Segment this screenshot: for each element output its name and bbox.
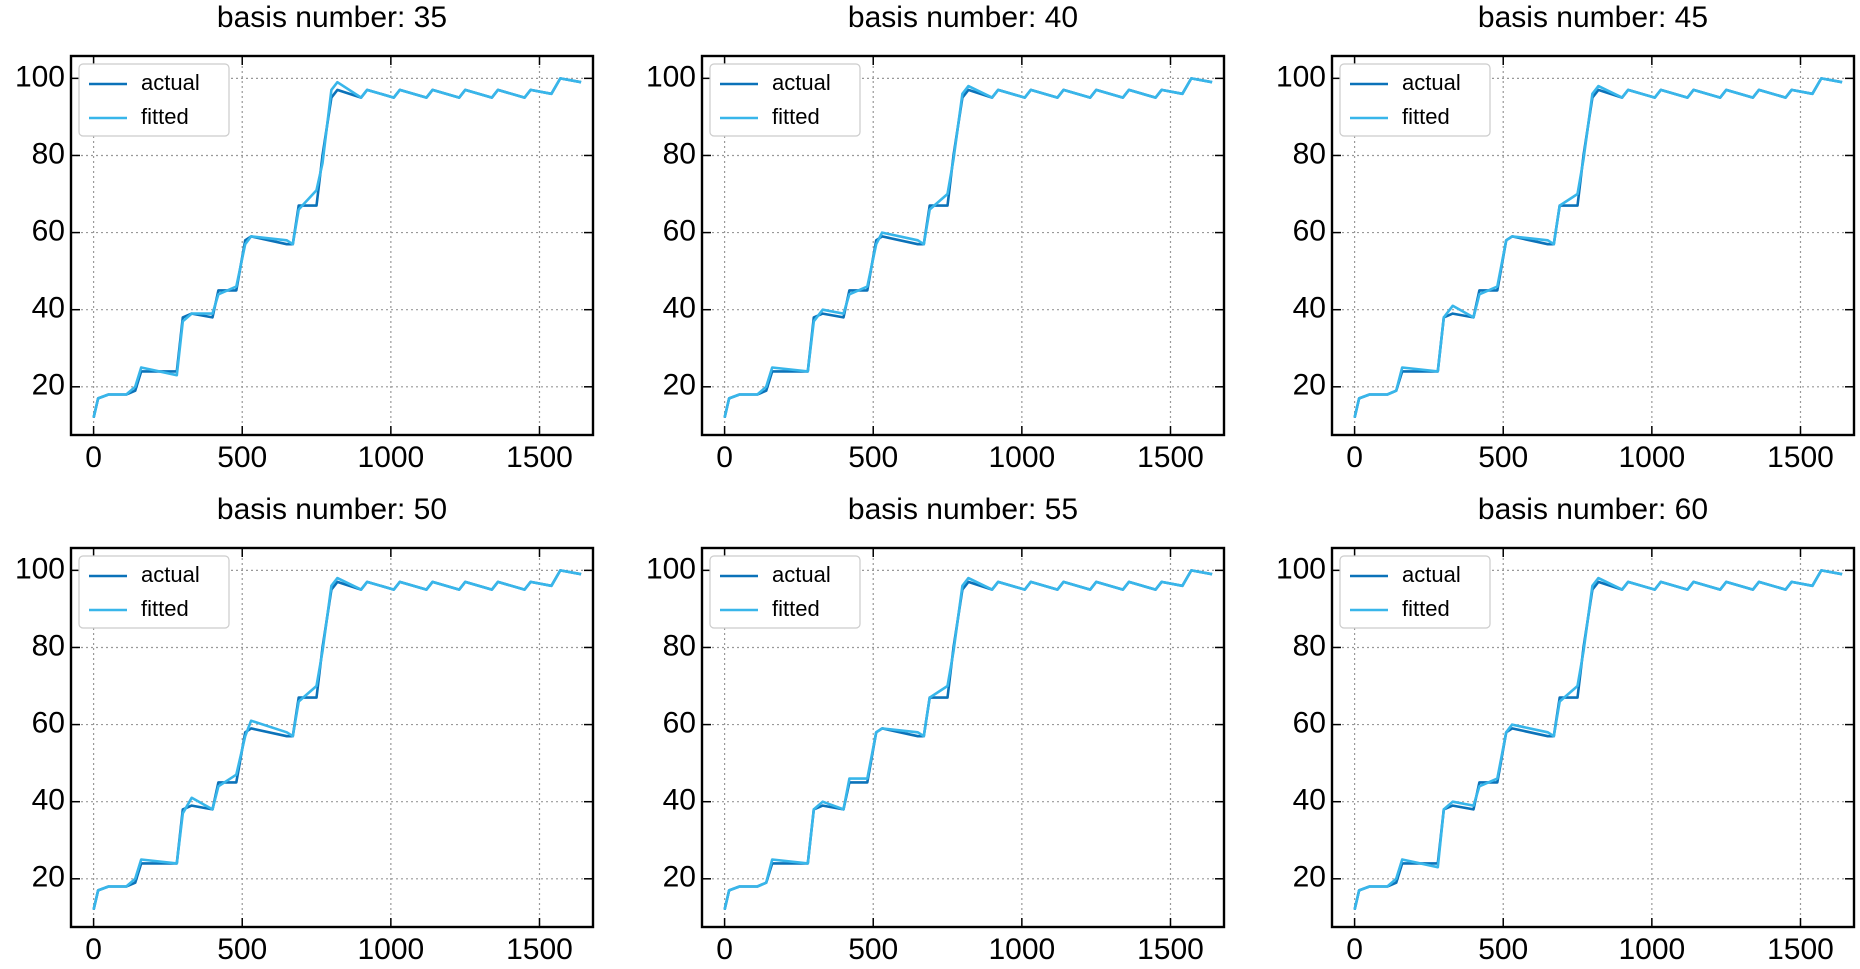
x-tick-label: 500 bbox=[217, 933, 267, 966]
x-tick-label: 500 bbox=[1478, 441, 1528, 474]
y-tick-label: 100 bbox=[1276, 552, 1326, 585]
y-tick-label: 40 bbox=[1293, 292, 1326, 325]
y-tick-label: 40 bbox=[32, 292, 65, 325]
legend-label: fitted bbox=[772, 104, 820, 129]
x-tick-label: 0 bbox=[1346, 441, 1363, 474]
x-tick-label: 500 bbox=[1478, 933, 1528, 966]
y-tick-label: 100 bbox=[646, 60, 696, 93]
x-tick-label: 1000 bbox=[357, 933, 424, 966]
x-tick-label: 0 bbox=[1346, 933, 1363, 966]
x-tick-label: 1500 bbox=[506, 933, 573, 966]
legend-label: fitted bbox=[1402, 596, 1450, 621]
plot-frame bbox=[69, 54, 595, 437]
x-tick-label: 1500 bbox=[506, 441, 573, 474]
legend-label: actual bbox=[141, 70, 200, 95]
x-tick-label: 0 bbox=[85, 933, 102, 966]
x-tick-label: 0 bbox=[716, 441, 733, 474]
y-tick-label: 60 bbox=[663, 215, 696, 248]
y-tick-label: 20 bbox=[32, 369, 65, 402]
y-tick-label: 100 bbox=[15, 60, 65, 93]
y-tick-label: 60 bbox=[1293, 215, 1326, 248]
plot-frame bbox=[1330, 54, 1856, 437]
y-tick-label: 80 bbox=[1293, 629, 1326, 662]
y-tick-label: 20 bbox=[32, 861, 65, 894]
x-tick-label: 1500 bbox=[1137, 441, 1204, 474]
y-tick-label: 40 bbox=[1293, 784, 1326, 817]
x-tick-label: 1000 bbox=[357, 441, 424, 474]
x-tick-label: 500 bbox=[848, 441, 898, 474]
y-tick-label: 40 bbox=[663, 292, 696, 325]
x-tick-label: 500 bbox=[217, 441, 267, 474]
subplot-title: basis number: 35 bbox=[217, 1, 447, 34]
legend-label: actual bbox=[1402, 562, 1461, 587]
x-tick-label: 500 bbox=[848, 933, 898, 966]
x-tick-label: 1000 bbox=[988, 933, 1055, 966]
series-line bbox=[92, 569, 582, 910]
series-line bbox=[1353, 569, 1843, 910]
x-tick-label: 1500 bbox=[1767, 441, 1834, 474]
plot-frame bbox=[69, 546, 595, 929]
x-tick-label: 1000 bbox=[1618, 933, 1685, 966]
legend-label: fitted bbox=[1402, 104, 1450, 129]
legend-label: fitted bbox=[141, 104, 189, 129]
legend-label: fitted bbox=[141, 596, 189, 621]
subplot-title: basis number: 45 bbox=[1478, 1, 1708, 34]
y-tick-label: 60 bbox=[663, 707, 696, 740]
legend-label: actual bbox=[772, 562, 831, 587]
y-tick-label: 60 bbox=[32, 707, 65, 740]
series-line bbox=[723, 77, 1213, 418]
subplot-title: basis number: 40 bbox=[848, 1, 1078, 34]
series-line bbox=[1353, 77, 1843, 418]
y-tick-label: 80 bbox=[32, 629, 65, 662]
subplot-title: basis number: 60 bbox=[1478, 493, 1708, 526]
subplot-title: basis number: 55 bbox=[848, 493, 1078, 526]
x-tick-label: 0 bbox=[716, 933, 733, 966]
y-tick-label: 20 bbox=[1293, 861, 1326, 894]
legend-label: actual bbox=[772, 70, 831, 95]
x-tick-label: 1500 bbox=[1137, 933, 1204, 966]
y-tick-label: 80 bbox=[663, 137, 696, 170]
y-tick-label: 100 bbox=[1276, 60, 1326, 93]
y-tick-label: 100 bbox=[646, 552, 696, 585]
y-tick-label: 80 bbox=[32, 137, 65, 170]
y-tick-label: 40 bbox=[663, 784, 696, 817]
plot-frame bbox=[700, 546, 1226, 929]
y-tick-label: 40 bbox=[32, 784, 65, 817]
y-tick-label: 80 bbox=[1293, 137, 1326, 170]
y-tick-label: 20 bbox=[1293, 369, 1326, 402]
series-line bbox=[92, 77, 582, 418]
y-tick-label: 20 bbox=[663, 861, 696, 894]
subplot-title: basis number: 50 bbox=[217, 493, 447, 526]
y-tick-label: 100 bbox=[15, 552, 65, 585]
x-tick-label: 0 bbox=[85, 441, 102, 474]
plot-frame bbox=[700, 54, 1226, 437]
x-tick-label: 1000 bbox=[988, 441, 1055, 474]
legend-label: actual bbox=[1402, 70, 1461, 95]
y-tick-label: 80 bbox=[663, 629, 696, 662]
x-tick-label: 1000 bbox=[1618, 441, 1685, 474]
y-tick-label: 60 bbox=[1293, 707, 1326, 740]
y-tick-label: 60 bbox=[32, 215, 65, 248]
series-line bbox=[723, 569, 1213, 910]
plot-frame bbox=[1330, 546, 1856, 929]
x-tick-label: 1500 bbox=[1767, 933, 1834, 966]
legend-label: fitted bbox=[772, 596, 820, 621]
legend-label: actual bbox=[141, 562, 200, 587]
y-tick-label: 20 bbox=[663, 369, 696, 402]
